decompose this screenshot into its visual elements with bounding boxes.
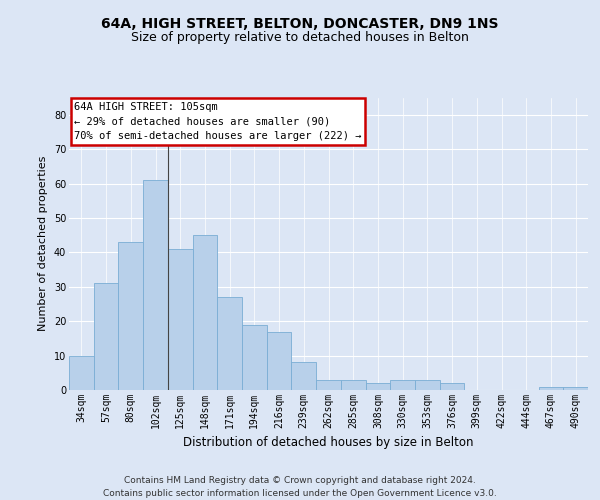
Bar xyxy=(193,235,217,390)
Text: Size of property relative to detached houses in Belton: Size of property relative to detached ho… xyxy=(131,31,469,44)
Bar xyxy=(143,180,168,390)
Text: Contains HM Land Registry data © Crown copyright and database right 2024.
Contai: Contains HM Land Registry data © Crown c… xyxy=(103,476,497,498)
Bar xyxy=(118,242,143,390)
X-axis label: Distribution of detached houses by size in Belton: Distribution of detached houses by size … xyxy=(183,436,474,450)
Bar xyxy=(168,249,193,390)
Bar xyxy=(69,356,94,390)
Bar xyxy=(292,362,316,390)
Text: 64A, HIGH STREET, BELTON, DONCASTER, DN9 1NS: 64A, HIGH STREET, BELTON, DONCASTER, DN9… xyxy=(101,18,499,32)
Bar xyxy=(390,380,415,390)
Text: 64A HIGH STREET: 105sqm
← 29% of detached houses are smaller (90)
70% of semi-de: 64A HIGH STREET: 105sqm ← 29% of detache… xyxy=(74,102,362,142)
Bar xyxy=(563,386,588,390)
Bar xyxy=(316,380,341,390)
Bar xyxy=(539,386,563,390)
Bar xyxy=(267,332,292,390)
Bar xyxy=(341,380,365,390)
Bar xyxy=(242,324,267,390)
Bar xyxy=(440,383,464,390)
Bar xyxy=(365,383,390,390)
Bar xyxy=(415,380,440,390)
Y-axis label: Number of detached properties: Number of detached properties xyxy=(38,156,48,332)
Bar xyxy=(217,297,242,390)
Bar xyxy=(94,284,118,390)
